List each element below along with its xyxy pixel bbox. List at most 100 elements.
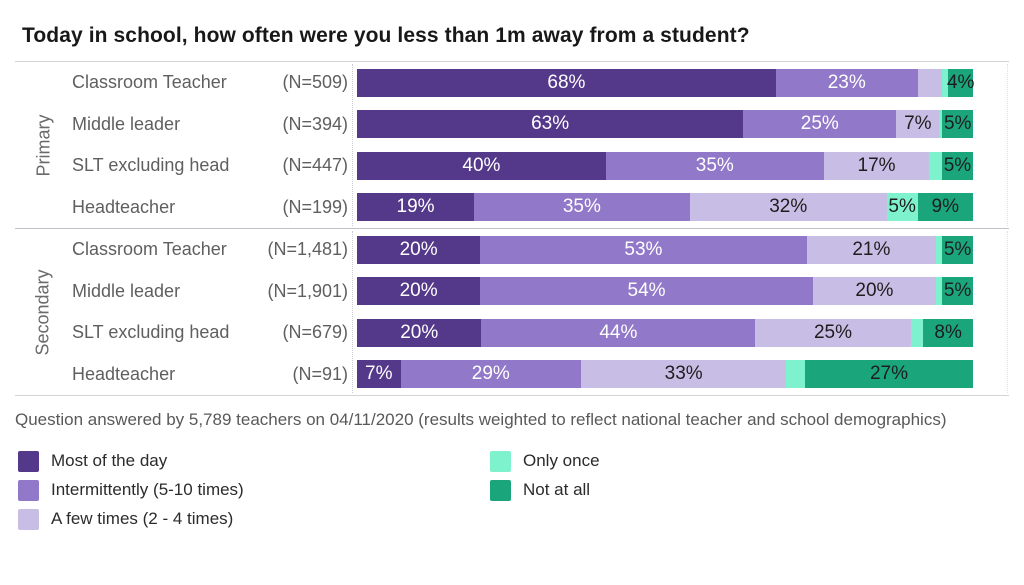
bar-segment: 32% [689,193,887,222]
stacked-bar: 19% 35% 32% 5% 9% [357,193,973,222]
axis-endline [1007,64,1008,226]
stacked-bar: 7% 29% 33% 27% [357,360,973,389]
chart-row: Classroom Teacher (N=1,481) 20% 53% 21% 5% [72,229,1009,271]
legend-label: Not at all [523,480,591,500]
bar-segment: 23% [775,68,918,97]
group-divider [15,228,1009,229]
bar-segment: 5% [942,235,973,264]
axis-endline [1007,231,1008,393]
legend-swatch [490,450,511,472]
row-label: Classroom Teacher [72,72,227,93]
legend-item: Intermittently (5-10 times) [18,479,490,501]
group-secondary: Secondary Classroom Teacher (N=1,481) 20… [15,229,1009,395]
bar-segment: 27% [805,360,973,389]
bar-segment: 68% [357,68,776,97]
bar-segment: 9% [917,193,973,222]
bar-segment: 19% [357,193,475,222]
bar-segment: 53% [480,235,807,264]
legend-swatch [18,450,39,472]
bar-segment: 20% [357,235,481,264]
row-label: SLT excluding head [72,322,230,343]
bar-segment: 40% [357,151,606,180]
bar-segment [936,277,943,306]
bar-segment: 35% [605,151,824,180]
legend-item: Most of the day [18,450,490,472]
chart-row: SLT excluding head (N=679) 20% 44% 25% 8% [72,312,1009,354]
legend-item: Only once [490,450,600,472]
stacked-bar: 20% 54% 20% 5% [357,277,973,306]
bar-segment: 21% [806,235,937,264]
row-n-count: (N=1,481) [267,239,348,260]
bar-segment: 33% [581,360,787,389]
row-label: Headteacher [72,196,176,217]
legend-item: Not at all [490,479,600,501]
footnote: Question answered by 5,789 teachers on 0… [15,410,947,429]
chart-row: Middle leader (N=1,901) 20% 54% 20% 5% [72,271,1009,313]
bar-segment: 25% [755,318,911,347]
bar-segment: 44% [481,318,756,347]
row-n-count: (N=447) [282,155,348,176]
bar-segment [786,360,805,389]
row-label: Middle leader [72,113,181,134]
bar-segment: 17% [823,151,930,180]
row-n-count: (N=394) [282,113,348,134]
row-label: Headteacher [72,363,176,384]
stacked-bar: 63% 25% 7% 5% [357,110,973,139]
axis-baseline [352,231,353,393]
row-label: Middle leader [72,280,181,301]
bar-segment: 5% [886,193,918,222]
title-divider [15,61,1009,62]
legend-column-2: Only once Not at all [490,450,600,530]
bar-segment [942,68,949,97]
legend-swatch [18,508,39,530]
bar-segment: 63% [357,110,744,139]
bar-segment: 20% [812,277,937,306]
legend-label: A few times (2 - 4 times) [51,509,234,529]
group-label-column: Secondary [15,229,72,395]
row-n-count: (N=509) [282,72,348,93]
chart-bottom-divider [15,395,1009,396]
row-n-count: (N=679) [282,322,348,343]
legend-item: A few times (2 - 4 times) [18,508,490,530]
legend-label: Only once [523,451,600,471]
stacked-bar: 20% 44% 25% 8% [357,318,973,347]
legend-label: Most of the day [51,451,168,471]
bar-segment: 20% [357,277,481,306]
bar-segment: 20% [357,318,482,347]
stacked-bar: 20% 53% 21% 5% [357,235,973,264]
chart-row: Headteacher (N=91) 7% 29% 33% 27% [72,354,1009,396]
bar-segment: 5% [942,110,973,139]
bar-segment: 4% [947,68,974,97]
chart-row: Middle leader (N=394) 63% 25% 7% 5% [72,104,1009,146]
bar-segment [939,110,943,139]
group-label: Secondary [33,268,53,356]
bar-segment: 8% [923,318,973,347]
group-rows: Classroom Teacher (N=1,481) 20% 53% 21% 5% … [72,229,1009,395]
legend-swatch [18,479,39,501]
chart-row: Headteacher (N=199) 19% 35% 32% 5% 9% [72,187,1009,229]
row-n-count: (N=199) [282,196,348,217]
bar-segment: 29% [400,360,581,389]
legend-label: Intermittently (5-10 times) [51,480,244,500]
axis-baseline [352,64,353,226]
bar-segment: 5% [941,151,973,180]
row-label: SLT excluding head [72,155,230,176]
bar-segment: 5% [942,277,973,306]
chart-area: Primary Classroom Teacher (N=509) 68% 23%… [15,62,1009,396]
bar-segment [910,318,924,347]
group-primary: Primary Classroom Teacher (N=509) 68% 23%… [15,62,1009,228]
group-rows: Classroom Teacher (N=509) 68% 23% 4% Middl… [72,62,1009,228]
bar-segment [936,235,943,264]
chart-title: Today in school, how often were you less… [22,24,750,47]
bar-segment: 25% [743,110,897,139]
chart-row: SLT excluding head (N=447) 40% 35% 17% 5% [72,145,1009,187]
bar-segment: 35% [474,193,690,222]
bar-segment: 7% [896,110,940,139]
row-label: Classroom Teacher [72,239,227,260]
row-n-count: (N=1,901) [267,280,348,301]
bar-segment [917,68,943,97]
row-n-count: (N=91) [292,363,348,384]
stacked-bar: 68% 23% 4% [357,68,974,97]
legend: Most of the day Intermittently (5-10 tim… [18,450,1024,530]
